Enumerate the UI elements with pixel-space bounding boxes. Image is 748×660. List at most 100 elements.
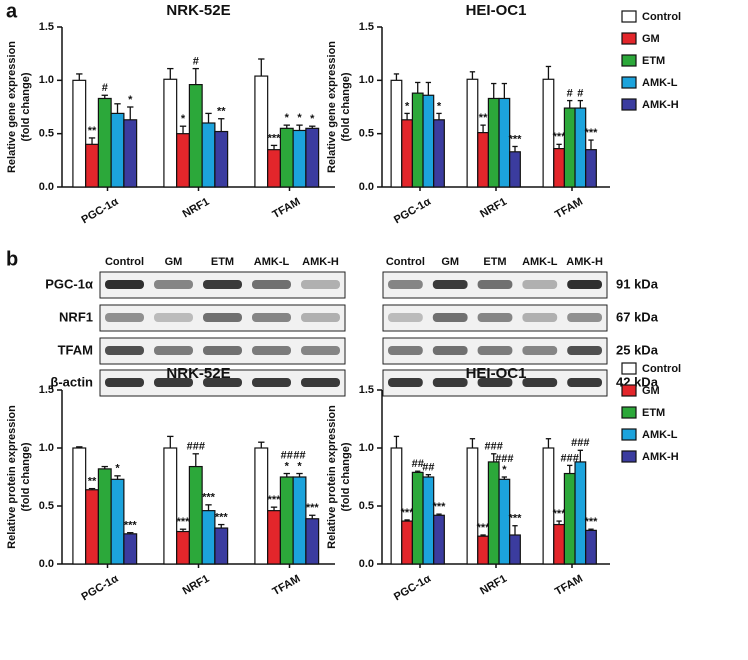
bar [188, 83, 203, 188]
bar [188, 465, 203, 565]
significance-mark: # [577, 88, 583, 100]
bar [466, 78, 479, 188]
bar [553, 148, 566, 188]
legend-label: GM [642, 33, 660, 45]
bar [279, 476, 294, 565]
lane-label: Control [386, 256, 425, 268]
significance-mark: * [405, 100, 410, 112]
bar [411, 92, 424, 188]
legend-label: ETM [642, 55, 665, 67]
legend-label: ETM [642, 407, 665, 419]
y-tick-label: 0.5 [359, 128, 374, 140]
blot-band [203, 346, 242, 355]
lane-label: AMK-H [302, 256, 339, 268]
blot-band [252, 378, 291, 387]
blot-band [567, 280, 602, 289]
blot-band [252, 313, 291, 322]
legend-swatch [621, 54, 637, 67]
significance-mark: ## [281, 449, 293, 461]
legend-label: AMK-H [642, 451, 679, 463]
bar [72, 447, 87, 565]
x-tick-label: PGC-1α [392, 196, 433, 227]
significance-mark: * [297, 460, 302, 472]
panel-label: a [6, 0, 18, 22]
bar [163, 78, 178, 188]
bar [542, 78, 555, 188]
bar [214, 130, 229, 188]
significance-mark: ** [88, 476, 97, 488]
bar [97, 468, 112, 565]
bar [176, 133, 191, 188]
x-tick-label: TFAM [553, 196, 585, 221]
blot-band [432, 313, 468, 322]
lane-label: ETM [483, 256, 506, 268]
y-tick-label: 1.5 [39, 21, 54, 33]
x-tick-label: TFAM [271, 573, 303, 598]
bar [509, 151, 521, 188]
bar [292, 476, 307, 565]
bar [390, 447, 403, 565]
bar [176, 530, 191, 565]
significance-mark: ### [187, 441, 205, 453]
significance-mark: * [502, 464, 507, 476]
bar [85, 489, 100, 565]
y-tick-label: 0.5 [359, 500, 374, 512]
blot-band [301, 378, 340, 387]
bar [163, 447, 178, 565]
significance-mark: *** [268, 494, 282, 506]
blot-band [388, 280, 423, 289]
significance-mark: * [181, 113, 186, 125]
blot-band [567, 378, 602, 387]
legend-swatch [621, 32, 637, 45]
blot-band [432, 280, 468, 289]
significance-mark: *** [585, 127, 599, 139]
blot-band [522, 313, 558, 322]
x-tick-label: NRF1 [181, 573, 212, 598]
lane-label: GM [165, 256, 183, 268]
bar [498, 478, 511, 565]
bar [123, 119, 138, 188]
significance-mark: *** [477, 522, 491, 534]
legend-label: Control [642, 363, 681, 375]
significance-mark: ### [485, 441, 503, 453]
blot-band [432, 346, 468, 355]
y-tick-label: 1.0 [359, 442, 374, 454]
blot-band [477, 313, 513, 322]
blot-band [301, 313, 340, 322]
bar [585, 149, 597, 188]
significance-mark: ** [88, 125, 97, 137]
y-axis-label: (fold change) [20, 442, 32, 511]
lane-label: Control [105, 256, 144, 268]
x-tick-label: PGC-1α [392, 573, 433, 604]
bar [97, 97, 112, 188]
significance-mark: * [128, 94, 133, 106]
x-tick-label: PGC-1α [79, 196, 120, 227]
y-axis-label: (fold change) [340, 442, 352, 511]
blot-band [252, 280, 291, 289]
y-axis-label: Relative protein expression [6, 405, 18, 549]
bar [542, 447, 555, 565]
bar [433, 514, 445, 565]
y-tick-label: 1.5 [359, 21, 374, 33]
significance-mark: * [297, 112, 302, 124]
significance-mark: ### [561, 452, 579, 464]
legend-swatch [621, 362, 637, 375]
bar [563, 107, 576, 188]
significance-mark: * [437, 100, 442, 112]
y-tick-label: 0.0 [39, 558, 54, 570]
bar [422, 476, 435, 565]
blot-band [388, 313, 423, 322]
blot-band [477, 280, 513, 289]
significance-mark: *** [202, 492, 216, 504]
bar [214, 527, 229, 565]
significance-mark: # [567, 88, 573, 100]
bar [487, 97, 500, 188]
chart-title: HEI-OC1 [466, 365, 527, 382]
legend-label: Control [642, 11, 681, 23]
significance-mark: *** [509, 513, 523, 525]
bar [72, 79, 87, 188]
significance-mark: * [115, 463, 120, 475]
bar [553, 523, 566, 565]
bar [466, 447, 479, 565]
significance-mark: *** [553, 131, 567, 143]
